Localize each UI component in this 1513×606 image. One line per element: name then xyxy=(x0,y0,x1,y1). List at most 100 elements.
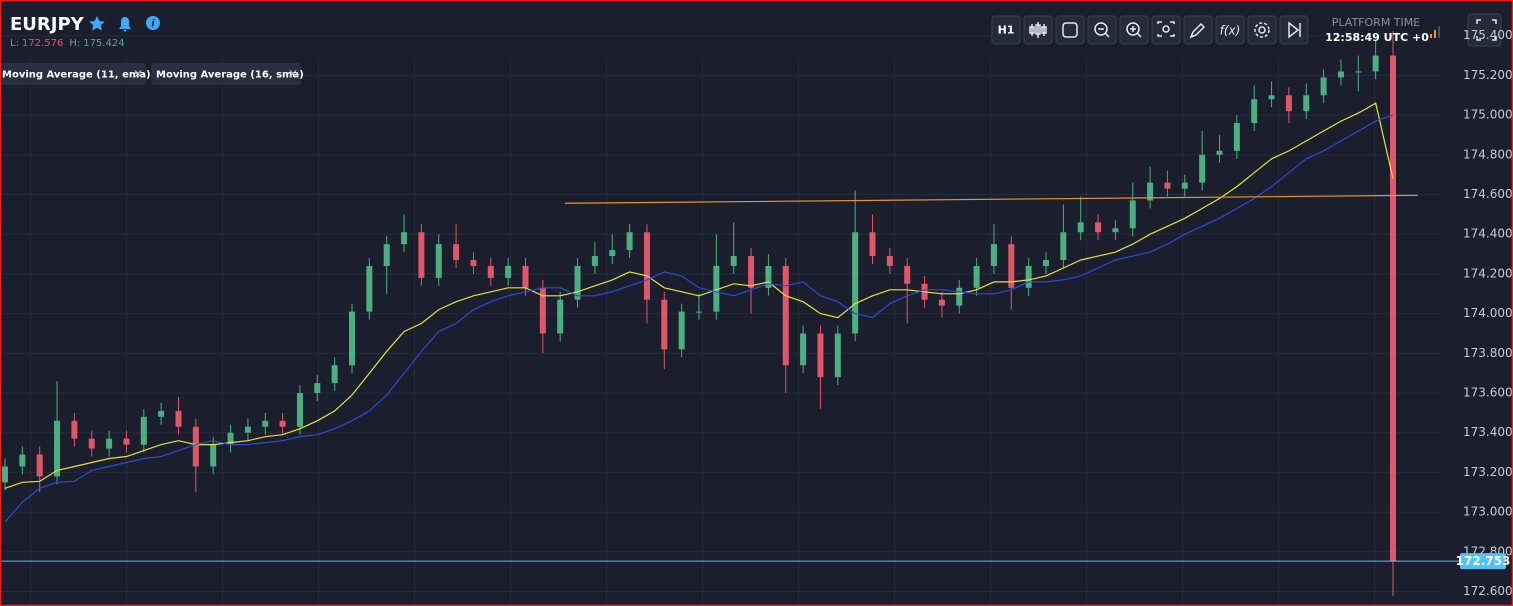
candle-body xyxy=(296,393,303,427)
candle-body xyxy=(106,438,113,449)
candle-body xyxy=(904,265,911,284)
candle-body xyxy=(574,265,581,300)
signal-icon xyxy=(1430,26,1440,38)
y-tick-label: 172.600 xyxy=(1463,584,1513,598)
candle-body xyxy=(210,444,217,467)
candle-body xyxy=(869,232,876,257)
candle-body xyxy=(1337,71,1344,78)
zoom-in-button[interactable] xyxy=(1119,15,1149,45)
candle-body xyxy=(886,256,893,266)
candle-body xyxy=(1216,150,1223,155)
candle-body xyxy=(557,299,564,334)
candle-body xyxy=(678,311,685,350)
candle-body xyxy=(244,426,251,433)
low-value: 172.576 xyxy=(22,38,63,49)
candle-body xyxy=(1060,232,1067,261)
candle-body xyxy=(834,333,841,378)
candle-body xyxy=(1390,55,1396,562)
candle-body xyxy=(748,256,755,288)
high-label: H: xyxy=(69,38,80,49)
candle-body xyxy=(1233,123,1240,151)
candle-body xyxy=(279,420,286,427)
indicator-chip[interactable] xyxy=(151,63,301,85)
candle-body xyxy=(713,265,720,312)
moving-average xyxy=(4,102,1394,489)
candle-body xyxy=(418,232,425,278)
candle-body xyxy=(782,265,789,366)
y-tick-label: 174.800 xyxy=(1463,147,1513,161)
candle-body xyxy=(314,383,321,394)
candle-body xyxy=(2,466,8,483)
snapshot-button[interactable] xyxy=(1151,15,1181,45)
settings-button[interactable] xyxy=(1247,15,1277,45)
candle-body xyxy=(800,333,807,366)
candle-body xyxy=(522,265,529,288)
y-tick-label: 173.800 xyxy=(1463,346,1513,360)
candle-body xyxy=(54,420,61,477)
candle-body xyxy=(1285,95,1292,112)
candle-body xyxy=(1251,99,1258,124)
last-price-label: 172.753 xyxy=(1456,554,1511,568)
remove-indicator[interactable]: × xyxy=(288,67,298,81)
candle-body xyxy=(1025,265,1032,288)
zoom-out-button[interactable] xyxy=(1087,15,1117,45)
y-tick-label: 175.400 xyxy=(1463,28,1513,42)
candle-body xyxy=(1112,228,1119,233)
candle-body xyxy=(938,299,945,306)
last-price-box xyxy=(1460,553,1506,570)
candle-body xyxy=(1355,71,1362,73)
y-tick-label: 174.600 xyxy=(1463,187,1513,201)
candle-body xyxy=(470,260,477,266)
y-tick-label: 175.200 xyxy=(1463,68,1513,82)
candle-body xyxy=(487,265,494,278)
y-tick-label: 175.000 xyxy=(1463,108,1513,122)
candle-body xyxy=(1268,95,1275,100)
trendline xyxy=(564,194,1419,204)
candle-body xyxy=(1095,222,1102,233)
y-tick-label: 173.600 xyxy=(1463,386,1513,400)
indicators-button[interactable] xyxy=(1215,15,1245,45)
timeframe: H1 xyxy=(998,24,1015,37)
candle-body xyxy=(1303,95,1310,112)
high-low: L: 172.576 H: 175.424 xyxy=(10,38,125,49)
candle-body xyxy=(1181,182,1188,189)
y-tick-label: 174.000 xyxy=(1463,306,1513,320)
candle-body xyxy=(1008,244,1015,288)
indicator-chip[interactable] xyxy=(0,63,146,85)
symbol: EURJPY xyxy=(10,14,85,35)
candle-body xyxy=(852,232,859,334)
candle-body xyxy=(192,426,199,467)
candle-body xyxy=(643,232,650,300)
shape-button[interactable] xyxy=(1055,15,1085,45)
y-tick-label: 173.000 xyxy=(1463,505,1513,519)
candle-body xyxy=(262,420,269,427)
candle-body xyxy=(401,232,408,245)
candle-body xyxy=(331,365,338,384)
platform-time: 12:58:49 UTC +0 xyxy=(1325,31,1429,44)
candle-body xyxy=(765,265,772,288)
remove-indicator[interactable]: × xyxy=(133,67,143,81)
candle-body xyxy=(88,438,95,449)
info-icon[interactable] xyxy=(146,16,160,30)
indicator-name: Moving Average (16, sma) xyxy=(156,70,304,81)
candle-body xyxy=(19,454,26,467)
candle-body xyxy=(591,256,598,266)
candle-body xyxy=(175,410,182,427)
alert-icon[interactable] xyxy=(119,17,131,32)
candle-body xyxy=(990,244,997,266)
favorite-icon[interactable] xyxy=(89,16,105,31)
candle-body xyxy=(435,244,442,278)
candle-body xyxy=(1043,260,1049,266)
candle-body xyxy=(227,432,234,445)
candle-body xyxy=(696,311,702,313)
price-axis: 172.600172.800173.000173.200173.400173.6… xyxy=(1456,28,1513,598)
replay-button[interactable] xyxy=(1279,15,1309,45)
candle-body xyxy=(539,287,546,334)
platform-time-label: PLATFORM TIME xyxy=(1332,16,1420,29)
draw-button[interactable] xyxy=(1183,15,1213,45)
moving-average xyxy=(4,114,1394,523)
timeframe-button[interactable] xyxy=(991,15,1021,45)
svg-text:f(x): f(x) xyxy=(1220,24,1241,38)
